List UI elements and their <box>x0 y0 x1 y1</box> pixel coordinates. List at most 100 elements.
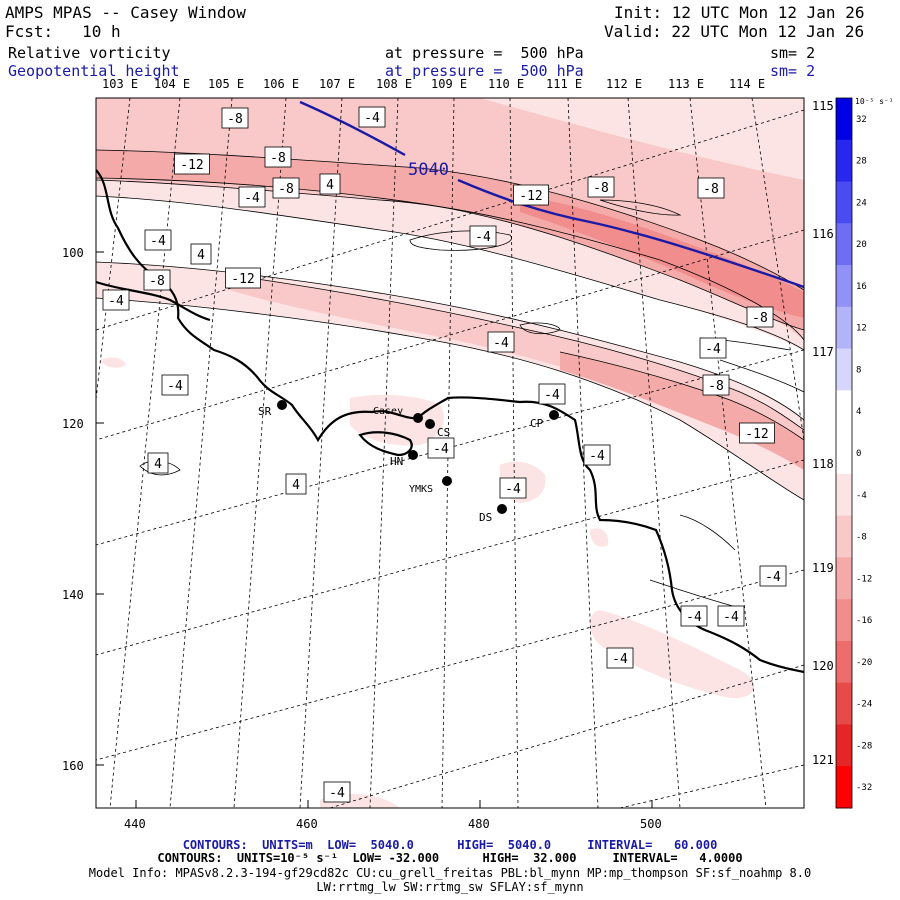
station-marker-casey <box>413 413 423 423</box>
map-frame <box>95 97 805 809</box>
svg-text:-8: -8 <box>270 151 286 166</box>
svg-text:-4: -4 <box>433 442 449 457</box>
colorbar-tick-label: -24 <box>856 700 872 710</box>
colorbar-segment <box>836 223 852 266</box>
colorbar-tick-label: 12 <box>856 324 867 334</box>
coastline <box>96 169 804 674</box>
field2-name: Geopotential height <box>8 62 180 80</box>
colorbar-tick-label: 0 <box>856 449 861 459</box>
colorbar-segment <box>836 766 852 809</box>
lon-label: 106 E <box>263 77 300 91</box>
station-marker-hn <box>408 450 418 460</box>
map-area: 5040 SR Casey CS HN YMKS DS CP -8 -4 -12 -8… <box>96 98 804 808</box>
field2-sm: sm= 2 <box>770 62 816 80</box>
station-labels: SR Casey CS HN YMKS DS CP <box>258 405 544 524</box>
vorticity-band-south-3 <box>560 352 804 470</box>
vorticity-label: -12 <box>174 153 210 175</box>
vorticity-patch <box>590 528 609 547</box>
colorbar-tick-label: -20 <box>856 658 872 668</box>
svg-text:4: 4 <box>326 178 334 193</box>
colorbar-segment <box>836 432 852 475</box>
forecast-hour: Fcst: 10 h <box>5 22 121 41</box>
vorticity-label: -8 <box>272 177 300 199</box>
station-markers <box>277 400 559 514</box>
vorticity-label: -8 <box>697 177 725 199</box>
vorticity-label: -8 <box>264 146 292 168</box>
colorbar-tick-label: -32 <box>856 783 872 793</box>
vorticity-label: -4 <box>487 331 515 353</box>
vorticity-label: -4 <box>717 605 745 627</box>
lon-label: 104 E <box>154 77 191 91</box>
vorticity-label: -4 <box>102 289 130 311</box>
vorticity-label: -8 <box>587 176 615 198</box>
lon-label: 105 E <box>208 77 245 91</box>
x-tick-label: 460 <box>296 817 318 831</box>
station-label-hn: HN <box>390 455 403 468</box>
svg-text:-8: -8 <box>149 274 165 289</box>
colorbar-segment <box>836 139 852 183</box>
geopotential-label: 5040 <box>408 160 449 180</box>
svg-text:-12: -12 <box>519 189 542 204</box>
vorticity-label: -4 <box>358 106 386 128</box>
station-label-sr: SR <box>258 405 272 418</box>
x-tick-label: 500 <box>640 817 662 831</box>
lon-label: 109 E <box>431 77 468 91</box>
svg-text:-4: -4 <box>686 610 702 625</box>
svg-text:-12: -12 <box>745 427 768 442</box>
colorbar: 32 28 24 20 16 12 8 4 0 -4 -8 -12 -16 -20 -24 -28 -32 <box>835 97 872 809</box>
vorticity-label: -4 <box>469 225 497 247</box>
svg-text:-4: -4 <box>364 111 380 126</box>
colorbar-tick-label: -16 <box>856 616 872 626</box>
colorbar-segment <box>836 682 852 725</box>
vorticity-label: -4 <box>583 444 611 466</box>
svg-text:-4: -4 <box>108 294 124 309</box>
svg-text:-12: -12 <box>180 158 203 173</box>
vorticity-label: -8 <box>702 374 730 396</box>
y-tick-label: 100 <box>62 246 84 260</box>
y-tick-label: 120 <box>62 417 84 431</box>
station-label-ymks: YMKS <box>409 484 433 495</box>
x-tick-label: 480 <box>468 817 490 831</box>
y-tick-label: 140 <box>62 588 84 602</box>
vorticity-label: -8 <box>746 306 774 328</box>
svg-text:-8: -8 <box>278 182 294 197</box>
svg-text:-8: -8 <box>593 181 609 196</box>
svg-text:-8: -8 <box>703 182 719 197</box>
colorbar-segment <box>836 473 852 517</box>
colorbar-unit: 10⁻⁵ s⁻¹ <box>855 97 894 106</box>
colorbar-tick-label: -28 <box>856 741 872 751</box>
station-label-casey: Casey <box>373 406 403 417</box>
lon-label: 110 E <box>488 77 525 91</box>
colorbar-segment <box>836 348 852 391</box>
footer-height-contours: CONTOURS: UNITS=m LOW= 5040.0 HIGH= 5040… <box>182 838 718 852</box>
vorticity-label: -4 <box>759 565 787 587</box>
svg-text:-4: -4 <box>589 449 605 464</box>
colorbar-tick-label: 4 <box>856 407 861 417</box>
svg-text:4: 4 <box>154 457 162 472</box>
vorticity-band-south-2 <box>230 275 804 470</box>
vorticity-label: 4 <box>319 173 341 195</box>
vorticity-label: -4 <box>144 229 172 251</box>
vorticity-label: 4 <box>147 452 169 474</box>
vorticity-label: -8 <box>221 107 249 129</box>
station-marker-cp <box>549 410 559 420</box>
svg-text:-4: -4 <box>475 230 491 245</box>
colorbar-frame <box>835 97 853 809</box>
svg-text:-4: -4 <box>612 652 628 667</box>
vorticity-label: -4 <box>699 337 727 359</box>
lon-label: 114 E <box>729 77 766 91</box>
colorbar-tick-label: 20 <box>856 240 867 250</box>
station-marker-ds <box>497 504 507 514</box>
map-title: AMPS MPAS -- Casey Window <box>5 3 246 22</box>
colorbar-segment <box>836 557 852 600</box>
lon-label: 113 E <box>668 77 705 91</box>
vorticity-label: -4 <box>161 374 189 396</box>
colorbar-segment <box>836 98 852 141</box>
svg-text:-4: -4 <box>705 342 721 357</box>
station-marker-cs <box>425 419 435 429</box>
svg-text:-4: -4 <box>544 388 560 403</box>
footer-model-info: Model Info: MPASv8.2.3-194-gf29cd82c CU:… <box>88 866 812 880</box>
colorbar-segment <box>836 724 852 767</box>
lon-label: 108 E <box>376 77 413 91</box>
svg-text:-4: -4 <box>493 336 509 351</box>
